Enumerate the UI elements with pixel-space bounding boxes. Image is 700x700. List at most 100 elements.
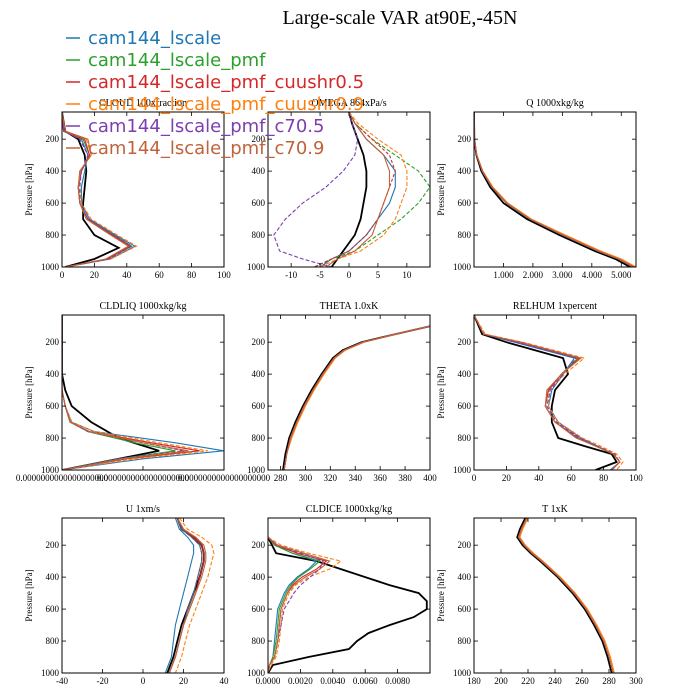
- x-tick-label: 80: [187, 270, 197, 280]
- y-tick-label: 800: [252, 230, 266, 240]
- series-line-cam144_lscale_pmf_c70.9: [62, 112, 130, 267]
- y-tick-label: 800: [46, 230, 60, 240]
- y-tick-label: 200: [458, 134, 472, 144]
- panel-title: OMEGA 864xPa/s: [311, 98, 386, 109]
- legend-label: cam144_lscale_pmf_cuushr0.5: [88, 72, 364, 93]
- y-tick-label: 400: [46, 166, 60, 176]
- x-tick-label: 0.0000000000000000000: [178, 473, 271, 483]
- x-tick-label: 80: [599, 473, 609, 483]
- x-tick-label: -40: [56, 676, 68, 686]
- series-line-cam144_lscale_pmf_c70.9: [474, 112, 634, 267]
- series-line-cam144_lscale_pmf: [517, 518, 614, 673]
- x-tick-label: 0.0000: [256, 676, 281, 686]
- panel-title: CLDICE 1000xkg/kg: [306, 504, 392, 515]
- y-tick-label: 1000: [247, 668, 266, 678]
- legend-entry: cam144_lscale: [66, 28, 221, 49]
- panel-title: T 1xK: [542, 504, 568, 515]
- series-line-cam144_lscale_pmf_c70.9: [325, 112, 391, 267]
- series-line-cam144_lscale_pmf_c70.5: [474, 315, 621, 470]
- panel-4: 20040060080010000.00000000000000000000.0…: [16, 301, 271, 483]
- x-tick-label: 0.0060: [353, 676, 378, 686]
- series-line-cam144_lscale_pmf: [268, 536, 321, 673]
- legend: cam144_lscalecam144_lscale_pmfcam144_lsc…: [66, 28, 364, 159]
- series-line-cam144_lscale: [62, 315, 224, 470]
- y-tick-label: 1000: [41, 668, 60, 678]
- series-line-cam144_lscale_pmf_cuushr0.9: [283, 325, 430, 470]
- y-tick-label: 200: [252, 337, 266, 347]
- legend-label: cam144_lscale_pmf_c70.9: [88, 138, 324, 159]
- legend-entry: cam144_lscale_pmf: [66, 50, 266, 71]
- y-tick-label: 600: [458, 604, 472, 614]
- y-tick-label: 400: [46, 369, 60, 379]
- y-tick-label: 600: [252, 604, 266, 614]
- x-tick-label: -5: [316, 270, 324, 280]
- x-tick-label: 0.0080: [385, 676, 410, 686]
- y-tick-label: 400: [458, 369, 472, 379]
- plot-frame: [473, 111, 637, 268]
- x-tick-label: 4.000: [582, 270, 603, 280]
- y-tick-label: 200: [458, 540, 472, 550]
- y-tick-label: 400: [458, 166, 472, 176]
- series-line-cam144_lscale_pmf_c70.5: [283, 325, 430, 470]
- y-tick-label: 1000: [453, 465, 472, 475]
- y-tick-label: 1000: [41, 465, 60, 475]
- panel-title: Q 1000xkg/kg: [526, 98, 584, 109]
- series-line-cam144_lscale_pmf_c70.9: [474, 315, 621, 470]
- x-tick-label: 0.0020: [288, 676, 313, 686]
- series-line-control: [474, 315, 618, 470]
- x-tick-label: 280: [602, 676, 616, 686]
- y-tick-label: 400: [252, 166, 266, 176]
- y-tick-label: 600: [46, 401, 60, 411]
- legend-entry: cam144_lscale_pmf_c70.5: [66, 116, 324, 137]
- series-line-control: [474, 112, 631, 267]
- x-tick-label: 40: [534, 473, 544, 483]
- x-tick-label: 220: [521, 676, 535, 686]
- figure-title: Large-scale VAR at90E,-45N: [283, 7, 518, 29]
- series-line-cam144_lscale: [164, 518, 195, 673]
- series-line-cam144_lscale_pmf_c70.5: [474, 112, 634, 267]
- x-tick-label: 0.0000000000000000000: [97, 473, 190, 483]
- y-tick-label: 200: [46, 337, 60, 347]
- y-axis-label: Pressure [hPa]: [24, 163, 34, 215]
- series-line-cam144_lscale: [474, 112, 634, 267]
- panel-title: THETA 1.0xK: [320, 301, 379, 312]
- y-tick-label: 600: [458, 198, 472, 208]
- x-tick-label: 1.000: [493, 270, 514, 280]
- plot-frame: [473, 517, 637, 674]
- x-tick-label: 360: [373, 473, 387, 483]
- legend-label: cam144_lscale_pmf: [88, 50, 266, 71]
- x-tick-label: 320: [324, 473, 338, 483]
- x-tick-label: 300: [299, 473, 313, 483]
- y-tick-label: 200: [46, 134, 60, 144]
- y-tick-label: 600: [46, 604, 60, 614]
- plot-frame: [267, 517, 431, 674]
- y-tick-label: 1000: [453, 262, 472, 272]
- y-tick-label: 1000: [453, 668, 472, 678]
- series-line-cam144_lscale_pmf: [474, 112, 634, 267]
- plot-frame: [267, 314, 431, 471]
- x-tick-label: 0.0000000000000000000: [16, 473, 109, 483]
- x-tick-label: 400: [423, 473, 437, 483]
- x-tick-label: 20: [179, 676, 189, 686]
- series-line-cam144_lscale_pmf_cuushr0.9: [62, 315, 208, 470]
- y-tick-label: 1000: [247, 262, 266, 272]
- y-tick-label: 800: [252, 433, 266, 443]
- series-line-cam144_lscale_pmf_c70.9: [62, 315, 189, 470]
- series-line-cam144_lscale: [517, 518, 614, 673]
- panel-7: 200 400 600 800 1000-40 -20 0 20 40 U 1xm/s Pressu…: [24, 504, 229, 686]
- y-tick-label: 800: [458, 636, 472, 646]
- x-tick-label: 60: [155, 270, 165, 280]
- x-tick-label: 3.000: [552, 270, 573, 280]
- series-line-cam144_lscale_pmf_cuushr0.5: [62, 315, 200, 470]
- panel-3: 200 400 600 800 1000 1.000 2.000 3.000 4.000 5.00…: [436, 98, 637, 280]
- y-tick-label: 800: [46, 636, 60, 646]
- x-tick-label: 20: [90, 270, 100, 280]
- series-line-cam144_lscale_pmf_c70.5: [62, 112, 133, 267]
- x-tick-label: 2.000: [523, 270, 544, 280]
- y-tick-label: 1000: [247, 465, 266, 475]
- panel-title: CLOUD 100xfraction: [99, 98, 187, 109]
- y-axis-label: Pressure [hPa]: [436, 366, 446, 418]
- series-line-cam144_lscale_pmf_cuushr0.9: [268, 536, 343, 673]
